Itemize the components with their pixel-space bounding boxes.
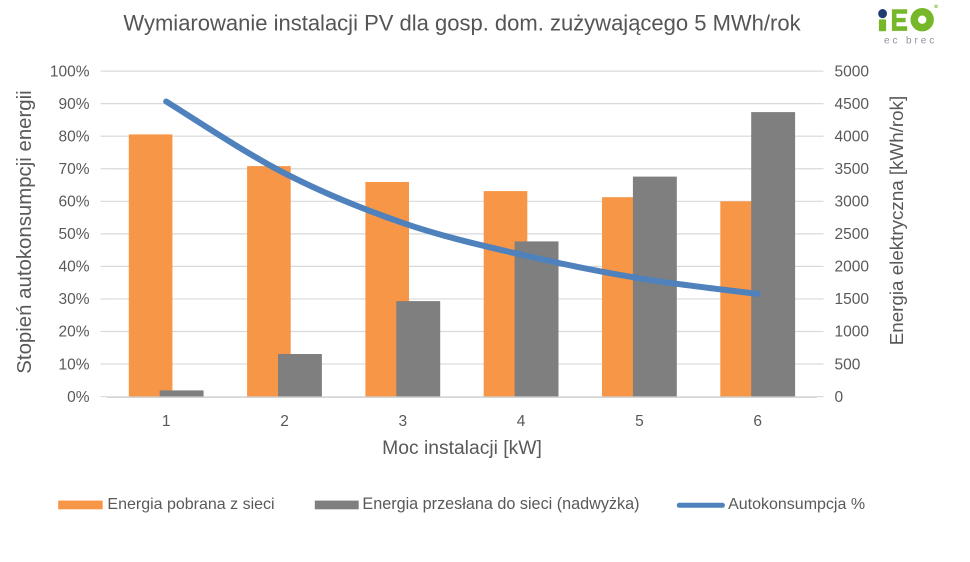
svg-text:5000: 5000 xyxy=(835,63,870,80)
svg-text:500: 500 xyxy=(835,356,861,373)
svg-text:1500: 1500 xyxy=(835,291,870,308)
svg-text:3: 3 xyxy=(398,413,407,430)
svg-text:0%: 0% xyxy=(67,389,90,406)
svg-text:20%: 20% xyxy=(58,324,89,341)
svg-text:50%: 50% xyxy=(58,226,89,243)
svg-text:Energia przesłana do sieci (na: Energia przesłana do sieci (nadwyżka) xyxy=(362,495,639,513)
svg-text:Autokonsumpcja %: Autokonsumpcja % xyxy=(728,496,865,513)
svg-text:Wymiarowanie instalacji PV dla: Wymiarowanie instalacji PV dla gosp. dom… xyxy=(123,11,801,36)
svg-text:3500: 3500 xyxy=(835,161,870,178)
svg-text:Energia pobrana z sieci: Energia pobrana z sieci xyxy=(107,496,274,513)
svg-text:ec brec: ec brec xyxy=(884,36,937,47)
svg-text:6: 6 xyxy=(753,413,762,430)
svg-text:40%: 40% xyxy=(58,259,89,276)
svg-text:100%: 100% xyxy=(50,63,90,80)
svg-text:4: 4 xyxy=(517,413,526,430)
svg-text:2000: 2000 xyxy=(835,259,870,276)
svg-text:Moc instalacji [kW]: Moc instalacji [kW] xyxy=(382,438,542,459)
svg-text:30%: 30% xyxy=(58,291,89,308)
svg-text:4500: 4500 xyxy=(835,96,870,113)
svg-text:2500: 2500 xyxy=(835,226,870,243)
svg-text:60%: 60% xyxy=(58,194,89,211)
svg-text:Stopień autokonsumpcji energii: Stopień autokonsumpcji energii xyxy=(14,90,36,373)
svg-text:Energia elektryczna [kWh/rok]: Energia elektryczna [kWh/rok] xyxy=(886,96,907,345)
svg-text:80%: 80% xyxy=(58,128,89,145)
svg-text:70%: 70% xyxy=(58,161,89,178)
svg-text:4000: 4000 xyxy=(835,128,870,145)
svg-text:5: 5 xyxy=(635,413,644,430)
svg-text:10%: 10% xyxy=(58,356,89,373)
svg-text:90%: 90% xyxy=(58,96,89,113)
svg-text:3000: 3000 xyxy=(835,194,870,211)
svg-text:2: 2 xyxy=(280,413,289,430)
svg-text:1: 1 xyxy=(162,413,171,430)
svg-text:1000: 1000 xyxy=(835,324,870,341)
svg-text:0: 0 xyxy=(835,389,844,406)
